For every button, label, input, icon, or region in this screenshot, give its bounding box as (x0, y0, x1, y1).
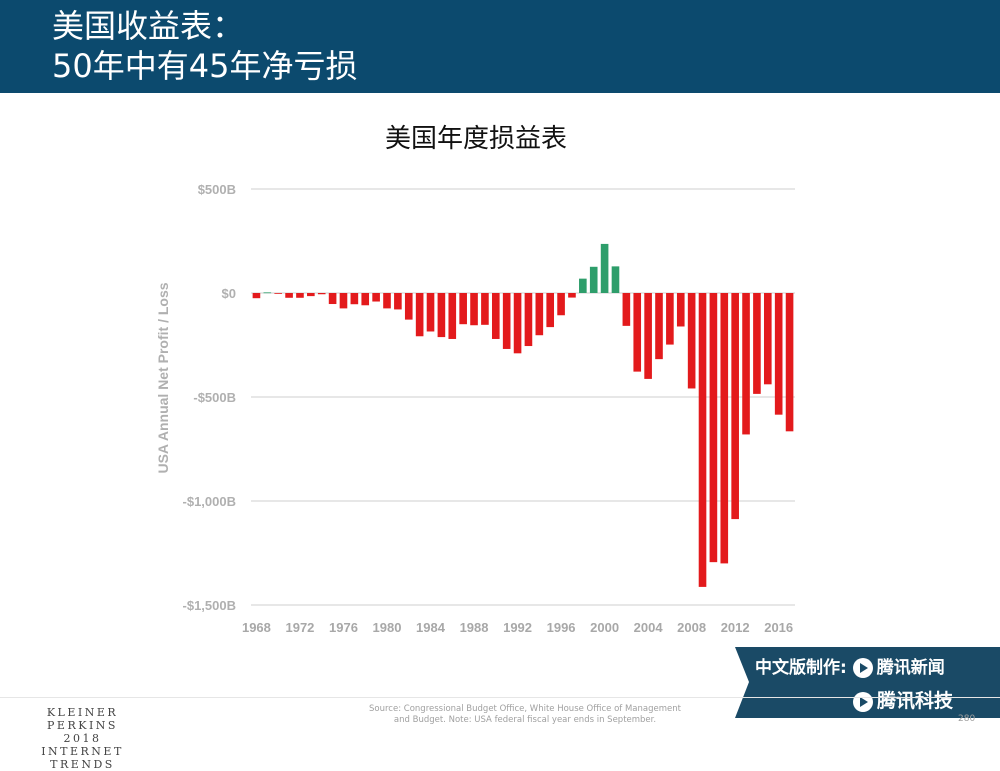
bar (415, 293, 424, 337)
y-tick-label: $500B (198, 182, 236, 197)
bar (296, 293, 304, 298)
bar (600, 243, 609, 293)
x-tick-label: 1984 (416, 620, 446, 635)
bar (307, 293, 315, 297)
bar (666, 293, 674, 345)
x-tick-label: 2016 (764, 620, 793, 635)
y-tick-label: -$1,500B (183, 598, 236, 613)
x-tick-label: 1992 (503, 620, 532, 635)
bar (285, 293, 293, 298)
credit-label: 中文版制作: (755, 658, 847, 678)
bar (774, 293, 783, 415)
x-tick-label: 1968 (242, 620, 271, 635)
bar (611, 266, 620, 293)
bar (328, 293, 337, 305)
bar (709, 293, 718, 563)
bar (361, 293, 370, 306)
x-tick-label: 1988 (460, 620, 489, 635)
bar (785, 293, 794, 432)
brand-logo: KLEINER PERKINS 2018 INTERNET TRENDS (10, 706, 155, 771)
bar (252, 293, 261, 299)
bar (687, 293, 696, 389)
footer-divider (0, 697, 1000, 698)
bar (513, 293, 522, 354)
bar (263, 292, 272, 294)
bar (753, 293, 761, 394)
x-tick-label: 2012 (721, 620, 750, 635)
bar (676, 293, 685, 327)
bar (742, 293, 750, 435)
tencent-logo-icon (852, 658, 873, 678)
bar (470, 293, 478, 326)
bar (589, 266, 598, 293)
bar (491, 293, 500, 339)
bar (339, 293, 348, 309)
page-number: 280 (958, 714, 976, 724)
bar (317, 293, 326, 295)
page-title: 美国收益表： 50年中有45年净亏损 (52, 7, 358, 85)
bar (426, 293, 435, 332)
bar-chart: $500B $0 -$500B -$1,000B -$1,500B 1968 1972 197… (155, 182, 795, 635)
credit-line-2: 腾讯科技 (853, 686, 953, 713)
tencent-logo-icon (853, 691, 873, 712)
x-tick-label: 2000 (590, 620, 619, 635)
bar (274, 293, 283, 294)
bar (633, 293, 642, 372)
y-tick-label: $0 (222, 286, 236, 301)
bar (568, 293, 576, 298)
bar (448, 293, 457, 339)
bar (644, 293, 652, 379)
bar (720, 293, 729, 564)
bar (350, 293, 359, 305)
bar (502, 293, 511, 349)
bar (731, 293, 739, 520)
header-banner: 美国收益表： 50年中有45年净亏损 (0, 0, 1000, 93)
credit-badge-background (735, 647, 1000, 718)
credit-line-1: 中文版制作: 腾讯新闻 (755, 653, 945, 678)
x-tick-label: 2004 (634, 620, 664, 635)
bar (546, 293, 555, 328)
bar (372, 293, 380, 302)
bar (622, 293, 631, 326)
bar (394, 293, 402, 310)
bar (535, 293, 544, 336)
bar (557, 293, 565, 316)
bar (383, 293, 391, 309)
x-tick-label: 1980 (373, 620, 402, 635)
bar (763, 293, 772, 385)
bar (459, 293, 467, 325)
x-tick-label: 1996 (547, 620, 576, 635)
y-tick-label: -$1,000B (183, 494, 236, 509)
brand-line-3: INTERNET TRENDS (41, 745, 124, 771)
x-tick-label: 1976 (329, 620, 358, 635)
y-tick-label: -$500B (193, 390, 236, 405)
credit-brand-tech: 腾讯科技 (877, 690, 954, 712)
source-line-1: Source: Congressional Budget Office, Whi… (369, 704, 681, 714)
bar (698, 293, 707, 587)
source-line-2: and Budget. Note: USA federal fiscal yea… (393, 715, 657, 725)
x-tick-label: 1972 (285, 620, 314, 635)
x-tick-label: 2008 (677, 620, 706, 635)
bar (655, 293, 663, 360)
credit-brand-news: 腾讯新闻 (876, 658, 945, 678)
bar (404, 293, 413, 320)
bar (437, 293, 446, 338)
bar (579, 278, 587, 293)
chart-title: 美国年度损益表 (384, 124, 567, 154)
brand-line-1: KLEINER PERKINS (46, 706, 119, 732)
bar (481, 293, 489, 325)
brand-line-2: 2018 (63, 732, 102, 745)
bar (524, 293, 533, 347)
y-axis-label: USA Annual Net Profit / Loss (155, 282, 171, 473)
source-note: Source: Congressional Budget Office, Whi… (340, 704, 710, 726)
credit-badge: 中文版制作: 腾讯新闻 腾讯科技 (735, 645, 1000, 720)
